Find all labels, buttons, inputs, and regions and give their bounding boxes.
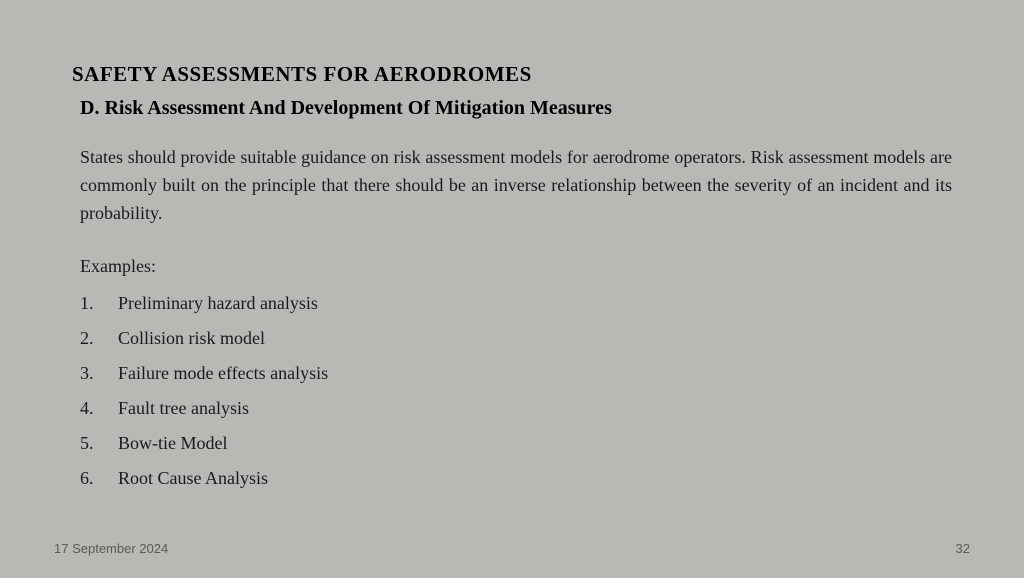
examples-list: 1. Preliminary hazard analysis 2. Collis… xyxy=(80,293,952,489)
list-text: Failure mode effects analysis xyxy=(118,363,328,384)
footer-date: 17 September 2024 xyxy=(54,541,168,556)
list-number: 4. xyxy=(80,398,118,419)
examples-label: Examples: xyxy=(80,256,952,277)
list-text: Preliminary hazard analysis xyxy=(118,293,318,314)
slide-footer: 17 September 2024 32 xyxy=(0,541,1024,556)
list-text: Fault tree analysis xyxy=(118,398,249,419)
list-number: 2. xyxy=(80,328,118,349)
body-paragraph: States should provide suitable guidance … xyxy=(80,144,952,228)
list-text: Bow-tie Model xyxy=(118,433,228,454)
list-item: 1. Preliminary hazard analysis xyxy=(80,293,952,314)
footer-page-number: 32 xyxy=(956,541,970,556)
list-number: 3. xyxy=(80,363,118,384)
slide-container: SAFETY ASSESSMENTS FOR AERODROMES D. Ris… xyxy=(0,0,1024,578)
list-text: Collision risk model xyxy=(118,328,265,349)
list-item: 2. Collision risk model xyxy=(80,328,952,349)
section-subtitle: D. Risk Assessment And Development Of Mi… xyxy=(80,97,952,120)
list-number: 6. xyxy=(80,468,118,489)
list-text: Root Cause Analysis xyxy=(118,468,268,489)
list-item: 3. Failure mode effects analysis xyxy=(80,363,952,384)
list-number: 5. xyxy=(80,433,118,454)
list-number: 1. xyxy=(80,293,118,314)
main-title: SAFETY ASSESSMENTS FOR AERODROMES xyxy=(72,62,952,87)
list-item: 6. Root Cause Analysis xyxy=(80,468,952,489)
list-item: 4. Fault tree analysis xyxy=(80,398,952,419)
list-item: 5. Bow-tie Model xyxy=(80,433,952,454)
